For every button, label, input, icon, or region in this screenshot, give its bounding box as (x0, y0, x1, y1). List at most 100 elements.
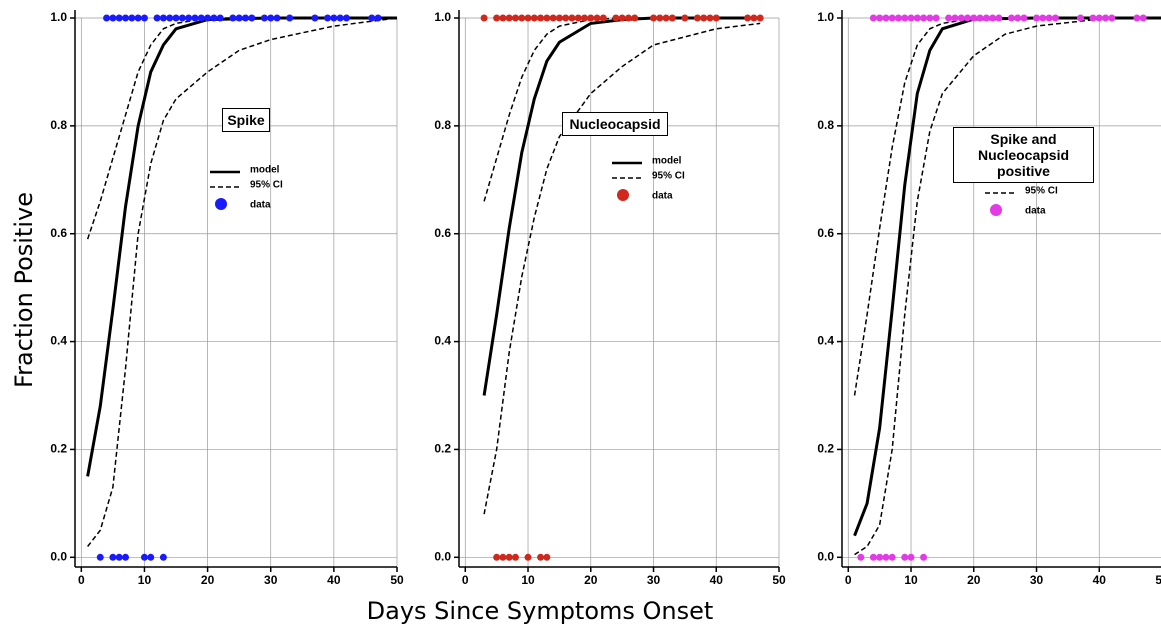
data-point (537, 553, 545, 561)
data-point (505, 14, 513, 22)
data-point (612, 14, 620, 22)
data-point (580, 14, 588, 22)
model-line (853, 16, 1161, 537)
y-tick-label: 0.2 (50, 442, 67, 456)
data-point (1020, 14, 1028, 22)
x-tick-label: 30 (1030, 573, 1044, 587)
data-point (756, 14, 764, 22)
x-tick-label: 0 (462, 573, 469, 587)
x-axis-label: Days Since Symptoms Onset (367, 597, 714, 625)
data-point (159, 553, 167, 561)
data-point (499, 553, 507, 561)
data-point (134, 14, 142, 22)
data-point (920, 553, 928, 561)
data-point (693, 14, 701, 22)
data-point (229, 14, 237, 22)
data-point (995, 14, 1003, 22)
data-point (311, 14, 319, 22)
data-point (115, 14, 123, 22)
data-point (537, 14, 545, 22)
x-tick-label: 20 (584, 573, 598, 587)
y-tick-label: 0.2 (817, 442, 834, 456)
data-point (1108, 14, 1116, 22)
data-point (330, 14, 338, 22)
data-point (888, 14, 896, 22)
data-point (128, 14, 136, 22)
data-point (574, 14, 582, 22)
y-tick-label: 0.6 (817, 226, 834, 240)
data-point (631, 14, 639, 22)
panel-title: Nucleocapsid (562, 112, 668, 136)
data-point (109, 553, 117, 561)
ci-line (483, 22, 761, 515)
data-point (894, 14, 902, 22)
data-point (1051, 14, 1059, 22)
data-point (568, 14, 576, 22)
data-point (587, 14, 595, 22)
legend-label: 95% CI (250, 180, 283, 191)
data-point (524, 14, 532, 22)
data-point (857, 553, 865, 561)
x-tick-label: 20 (201, 573, 215, 587)
data-point (493, 14, 501, 22)
data-point (342, 14, 350, 22)
y-tick-label: 0.4 (434, 334, 451, 348)
data-point (511, 553, 519, 561)
data-point (235, 14, 243, 22)
y-tick-label: 0.8 (817, 118, 834, 132)
data-point (153, 14, 161, 22)
x-tick-label: 50 (1155, 573, 1161, 587)
x-tick-label: 50 (772, 573, 786, 587)
data-point (901, 553, 909, 561)
panel-title: Spike (222, 108, 270, 132)
data-point (869, 14, 877, 22)
data-point (926, 14, 934, 22)
data-point (530, 14, 538, 22)
ci-line (854, 17, 1161, 556)
data-point (1095, 14, 1103, 22)
data-point (273, 14, 281, 22)
y-tick-label: 0.6 (50, 226, 67, 240)
x-tick-label: 40 (1093, 573, 1107, 587)
panel-title: Spike and Nucleocapsid positive (953, 127, 1094, 183)
data-point (650, 14, 658, 22)
data-point (204, 14, 212, 22)
ci-line (483, 17, 761, 202)
x-tick-label: 0 (78, 573, 85, 587)
x-tick-label: 10 (521, 573, 535, 587)
x-tick-label: 30 (647, 573, 661, 587)
y-tick-label: 0.8 (434, 118, 451, 132)
data-point (562, 14, 570, 22)
data-point (982, 14, 990, 22)
data-point (109, 14, 117, 22)
legend-swatch (215, 198, 227, 210)
y-tick-label: 0.4 (817, 334, 834, 348)
data-point (140, 14, 148, 22)
data-point (480, 14, 488, 22)
legend-label: model (250, 165, 280, 176)
data-point (681, 14, 689, 22)
data-point (624, 14, 632, 22)
data-point (700, 14, 708, 22)
data-point (260, 14, 268, 22)
data-point (336, 14, 344, 22)
data-point (178, 14, 186, 22)
data-point (913, 14, 921, 22)
data-point (324, 14, 332, 22)
y-tick-label: 0.0 (817, 549, 834, 563)
data-point (951, 14, 959, 22)
model-line (482, 16, 761, 396)
y-tick-label: 1.0 (434, 10, 451, 24)
data-point (96, 553, 104, 561)
data-point (1102, 14, 1110, 22)
data-point (662, 14, 670, 22)
data-point (1089, 14, 1097, 22)
ci-line (86, 17, 397, 240)
data-point (656, 14, 664, 22)
data-point (593, 14, 601, 22)
data-point (543, 553, 551, 561)
x-tick-label: 20 (967, 573, 981, 587)
data-point (957, 14, 965, 22)
data-point (869, 553, 877, 561)
